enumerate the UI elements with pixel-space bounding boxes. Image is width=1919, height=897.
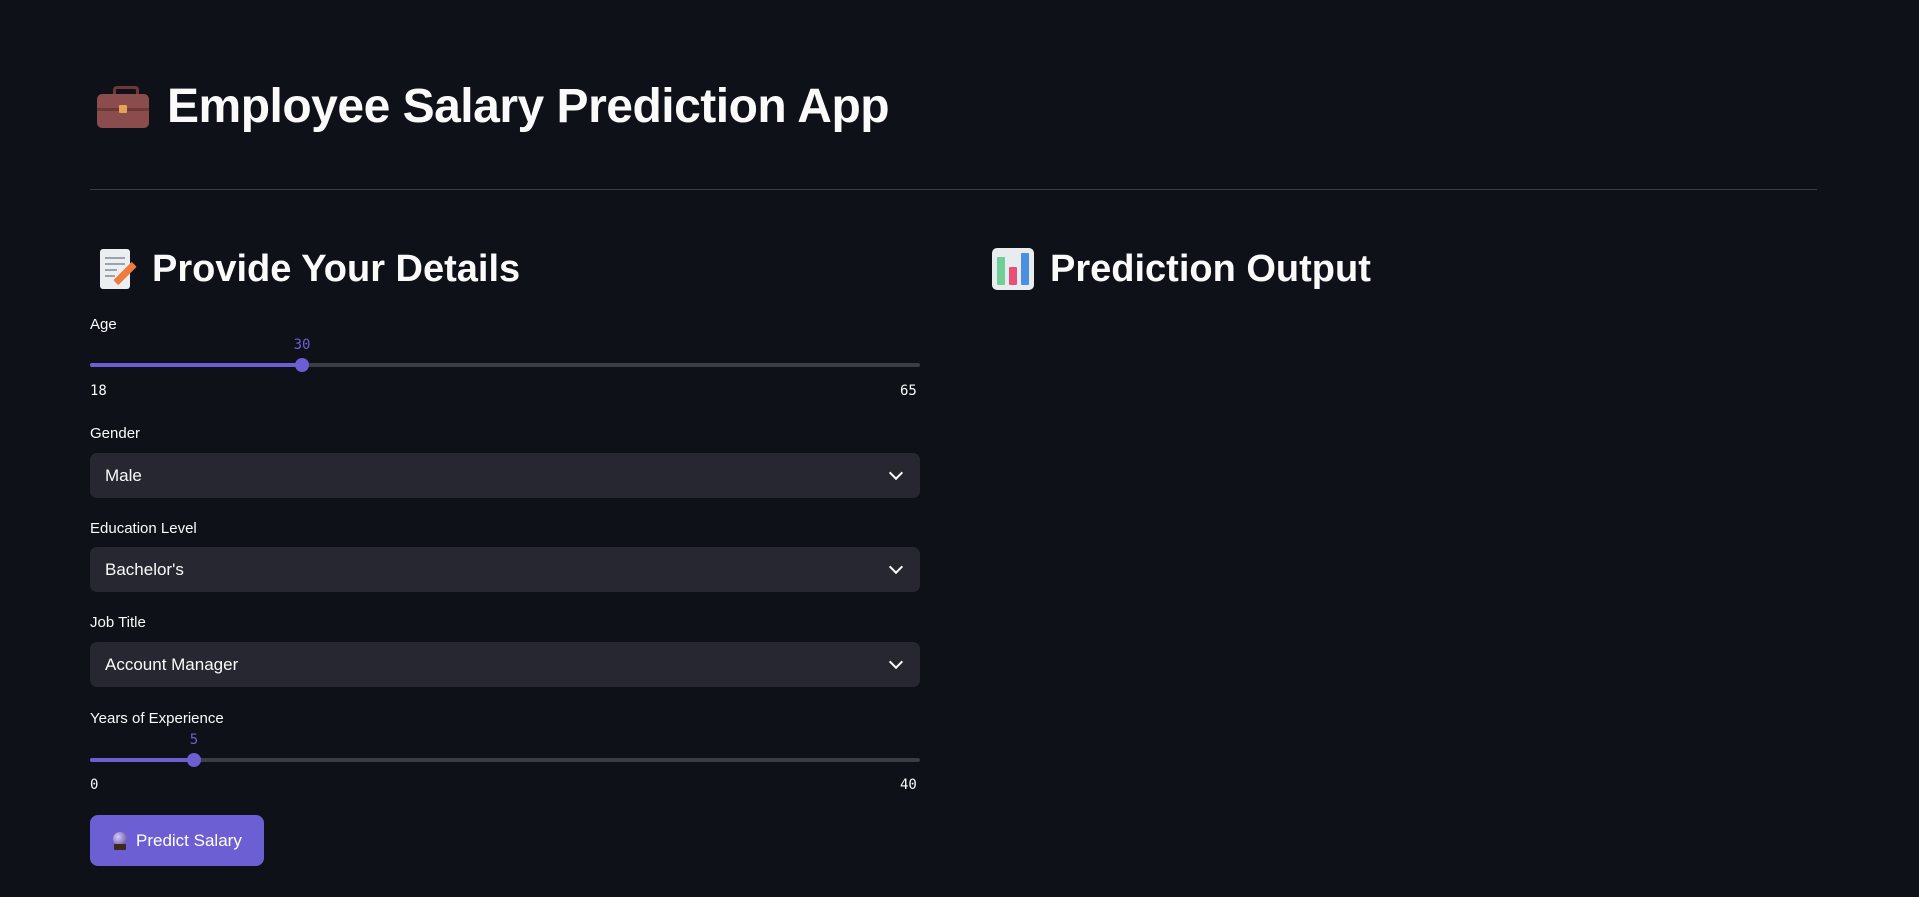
briefcase-icon: [97, 84, 149, 128]
experience-slider-fill: [90, 758, 194, 762]
gender-label: Gender: [90, 425, 141, 442]
bar-chart-icon: [992, 248, 1034, 290]
gender-select-value: Male: [105, 465, 142, 485]
experience-slider-value: 5: [189, 732, 199, 748]
experience-slider[interactable]: 5: [90, 732, 920, 772]
predict-salary-button-label: Predict Salary: [136, 830, 242, 850]
gender-select[interactable]: Male: [90, 453, 920, 498]
education-label: Education Level: [90, 520, 197, 537]
output-section-title-text: Prediction Output: [1050, 247, 1371, 290]
experience-label: Years of Experience: [90, 710, 224, 727]
age-slider-value: 30: [293, 337, 311, 353]
details-section-title: Provide Your Details: [98, 246, 520, 292]
job-title-label: Job Title: [90, 614, 146, 631]
experience-max-label: 40: [900, 777, 917, 793]
experience-slider-track[interactable]: [90, 758, 920, 762]
job-title-select-value: Account Manager: [105, 654, 239, 674]
age-max-label: 65: [900, 383, 917, 399]
age-slider-track[interactable]: [90, 363, 920, 367]
app-title: Employee Salary Prediction App: [97, 74, 890, 138]
app-title-text: Employee Salary Prediction App: [167, 79, 890, 133]
education-select-value: Bachelor's: [105, 559, 184, 579]
output-section-title: Prediction Output: [992, 246, 1371, 292]
age-label: Age: [90, 316, 117, 333]
crystal-ball-icon: [112, 831, 128, 850]
chevron-down-icon: [888, 654, 904, 670]
education-select[interactable]: Bachelor's: [90, 547, 920, 592]
predict-salary-button[interactable]: Predict Salary: [90, 815, 264, 866]
age-slider-fill: [90, 363, 302, 367]
job-title-select[interactable]: Account Manager: [90, 642, 920, 687]
chevron-down-icon: [888, 559, 904, 575]
age-slider[interactable]: 30: [90, 337, 920, 377]
experience-min-label: 0: [90, 777, 99, 793]
experience-slider-thumb[interactable]: [187, 753, 201, 767]
memo-icon: [98, 248, 137, 290]
age-slider-thumb[interactable]: [295, 358, 309, 372]
details-section-title-text: Provide Your Details: [152, 247, 521, 290]
age-min-label: 18: [90, 383, 107, 399]
header-divider: [90, 189, 1817, 190]
chevron-down-icon: [888, 465, 904, 481]
